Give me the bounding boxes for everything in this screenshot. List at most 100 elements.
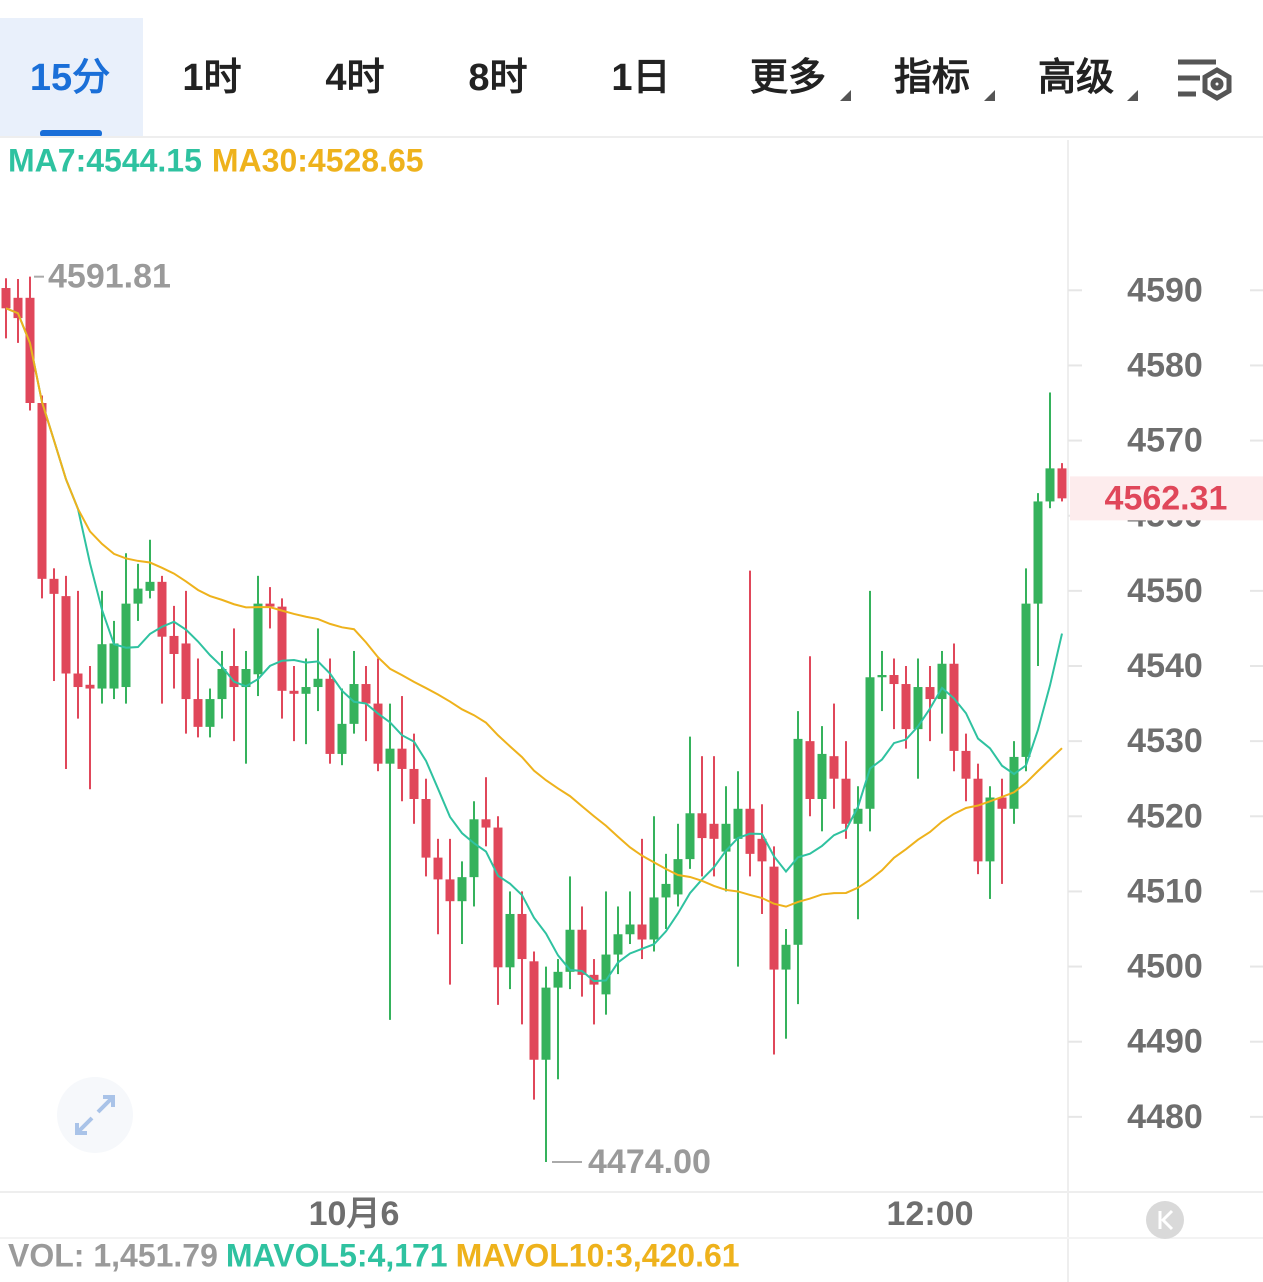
candle-body xyxy=(349,684,359,724)
candle-body xyxy=(565,929,575,972)
candle-body xyxy=(805,741,815,800)
y-tick-label: 4550 xyxy=(1127,572,1203,610)
y-tick-label: 4480 xyxy=(1127,1098,1203,1136)
tab[interactable]: 指标 xyxy=(894,57,970,99)
candle-body xyxy=(757,838,767,862)
y-tick-label: 4540 xyxy=(1127,647,1203,685)
candle-body xyxy=(601,954,611,995)
candle-body xyxy=(121,603,131,688)
candle-body xyxy=(1021,603,1031,757)
candle-body xyxy=(625,924,635,935)
candle-body xyxy=(13,297,23,319)
scroll-latest-button[interactable] xyxy=(1146,1201,1184,1239)
candle-body xyxy=(361,684,371,704)
volume-label: VOL: 1,451.79 xyxy=(8,1237,218,1273)
candle-body xyxy=(445,879,455,902)
last-price-bg xyxy=(1070,476,1263,521)
settings-icon[interactable] xyxy=(1178,59,1232,101)
candle-body xyxy=(481,819,491,828)
candle-body xyxy=(313,678,323,688)
tab[interactable]: 15分 xyxy=(30,57,110,99)
candle-body xyxy=(733,808,743,839)
tab[interactable]: 高级 xyxy=(1038,57,1114,99)
y-tick-label: 4590 xyxy=(1127,271,1203,309)
candle-body xyxy=(325,678,335,754)
candle-body xyxy=(889,675,899,685)
candle-body xyxy=(745,808,755,854)
candle-body xyxy=(1,288,11,309)
candle-body xyxy=(433,857,443,880)
candle-body xyxy=(505,913,515,968)
candle-body xyxy=(949,663,959,751)
tab[interactable]: 更多 xyxy=(750,57,826,99)
tab[interactable]: 8时 xyxy=(468,57,527,99)
dropdown-caret xyxy=(1127,90,1138,101)
candle-body xyxy=(841,778,851,824)
y-tick-label: 4510 xyxy=(1127,872,1203,910)
candle-body xyxy=(253,603,263,675)
tab-bar: 15分 1时 4时 8时 1日 更多 指标 高级 xyxy=(30,57,1114,99)
candle-body xyxy=(589,974,599,985)
dropdown-caret xyxy=(840,90,851,101)
expand-button[interactable] xyxy=(57,1077,133,1153)
candle-body xyxy=(913,687,923,730)
y-tick-label: 4570 xyxy=(1127,422,1203,460)
candle-body xyxy=(853,808,863,824)
y-tick-label: 4580 xyxy=(1127,346,1203,384)
candle-body xyxy=(61,596,71,674)
candle-body xyxy=(169,635,179,654)
volume-label: MAVOL10:3,420.61 xyxy=(456,1237,740,1273)
candle-body xyxy=(157,581,167,637)
candle-body xyxy=(661,883,671,898)
candle-body xyxy=(97,644,107,689)
y-tick-label: 4530 xyxy=(1127,722,1203,760)
candle-body xyxy=(829,756,839,779)
candle-body xyxy=(205,699,215,727)
candle-body xyxy=(697,813,707,839)
max-label: 4591.81 xyxy=(48,258,171,296)
candle-body xyxy=(37,403,47,579)
candle-body xyxy=(217,669,227,700)
tab[interactable]: 1日 xyxy=(611,57,670,99)
candle-body xyxy=(277,606,287,691)
volume-label: MAVOL5:4,171 xyxy=(226,1237,448,1273)
candle-body xyxy=(865,677,875,809)
candle-body xyxy=(49,578,59,594)
min-label: 4474.00 xyxy=(588,1143,711,1181)
candle-body xyxy=(637,924,647,940)
candle-body xyxy=(961,750,971,779)
candle-body xyxy=(553,971,563,988)
plot: MA7:4544.15 MA30:4528.65 4480 4490 4500 4510 4… xyxy=(1,142,1263,1273)
candle-body xyxy=(181,643,191,700)
candle-body xyxy=(265,603,275,607)
x-tick-label: 12:00 xyxy=(887,1195,974,1233)
candle-body xyxy=(109,643,119,689)
tab[interactable]: 1时 xyxy=(182,57,241,99)
y-tick-label: 4500 xyxy=(1127,948,1203,986)
candle-body xyxy=(193,699,203,727)
candle-body xyxy=(229,666,239,688)
candle-body xyxy=(781,944,791,970)
candle-body xyxy=(925,687,935,700)
candle-body xyxy=(133,588,143,604)
ma-label: MA30:4528.65 xyxy=(212,142,424,178)
ma-line xyxy=(5,307,1063,908)
candle-body xyxy=(877,675,887,678)
candle-body xyxy=(985,797,995,862)
candle-body xyxy=(1057,468,1067,499)
candle-body xyxy=(373,703,383,764)
candle-body xyxy=(709,823,719,839)
candle-body xyxy=(289,690,299,694)
candle-body xyxy=(457,877,467,902)
candle-body xyxy=(73,673,83,688)
candle-body xyxy=(337,723,347,754)
last-price: 4562.31 xyxy=(1105,479,1228,517)
tab[interactable]: 4时 xyxy=(325,57,384,99)
dropdown-caret xyxy=(984,90,995,101)
candle-body xyxy=(721,823,731,852)
candle-body xyxy=(673,859,683,895)
candle-body xyxy=(1045,468,1055,502)
candle-body xyxy=(769,866,779,970)
candle-body xyxy=(397,748,407,769)
candle-body xyxy=(685,813,695,860)
